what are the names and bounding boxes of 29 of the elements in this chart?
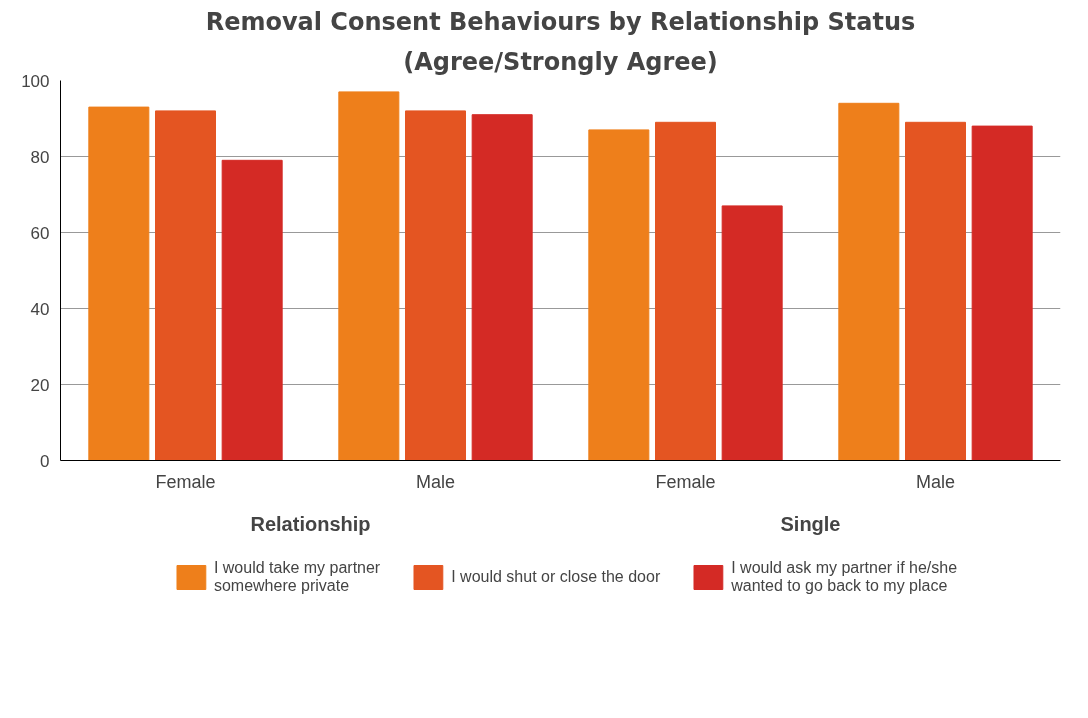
legend-label: I would take my partner somewhere private <box>213 559 381 595</box>
y-tick-label: 80 <box>30 147 50 167</box>
bar <box>155 110 216 461</box>
x-tick-label: Male <box>415 471 456 492</box>
y-tick-label: 60 <box>30 223 50 243</box>
text: Single <box>780 512 841 535</box>
bar <box>588 129 650 461</box>
bar <box>405 110 466 461</box>
bar <box>905 121 966 461</box>
x-tick-label: Female <box>655 471 716 492</box>
x-tick-label: Male <box>915 471 956 492</box>
legend-label: I would shut or close the door <box>451 567 661 587</box>
bar <box>721 205 783 461</box>
legend-label: I would ask my partner if he/she wanted to go back to my place <box>731 559 958 595</box>
y-tick-label: 20 <box>30 375 50 395</box>
bar <box>88 106 150 461</box>
bar <box>655 121 716 461</box>
chart-subtitle: (Agree/Strongly Agree) <box>403 47 718 76</box>
y-tick-label: 0 <box>40 451 50 471</box>
bar <box>221 159 283 461</box>
bar <box>338 91 400 461</box>
chart-title: Removal Consent Behaviours by Relationship Status <box>205 7 916 36</box>
bar <box>838 102 900 461</box>
bar <box>471 114 533 461</box>
y-tick-label: 100 <box>21 71 50 91</box>
y-tick-label: 40 <box>30 299 50 319</box>
bar <box>971 125 1033 461</box>
text: Relationship <box>250 512 371 535</box>
x-tick-label: Female <box>155 471 216 492</box>
